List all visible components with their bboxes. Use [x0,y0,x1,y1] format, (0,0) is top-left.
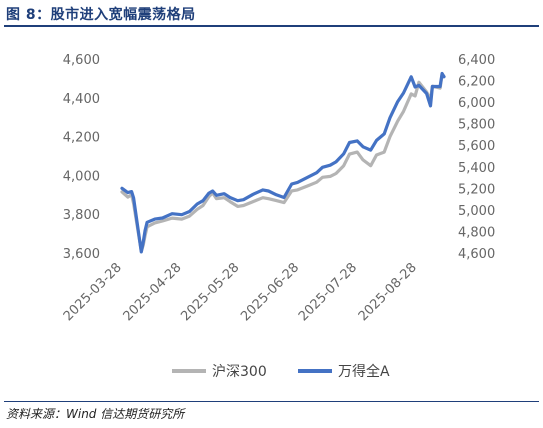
legend: 沪深300 万得全A [172,363,390,380]
series-layer [120,71,446,254]
source-note: 资料来源：Wind 信达期货研究所 [6,407,185,421]
y-left-tick-label: 4,200 [63,131,100,146]
y-right-tick-label: 6,000 [458,96,495,111]
chart: 3,600 3,800 4,000 4,200 4,400 4,600 4,600 4,80… [61,53,495,380]
x-axis: 2025-03-282025-04-282025-05-282025-06-28… [61,260,420,324]
x-tick-label: 2025-05-28 [178,260,242,324]
x-tick-label: 2025-04-28 [121,260,185,324]
x-tick-label: 2025-07-28 [296,260,360,324]
title-rule [4,25,539,27]
y-right-tick-label: 6,400 [458,53,495,68]
y-axis-left: 3,600 3,800 4,000 4,200 4,400 4,600 [63,53,100,262]
legend-label-hs300: 沪深300 [212,364,267,380]
x-tick-label: 2025-03-28 [61,260,125,324]
y-right-tick-label: 4,800 [458,225,495,240]
y-right-tick-label: 5,400 [458,161,495,176]
y-right-tick-label: 5,600 [458,139,495,154]
series-line-wind-a [120,71,446,254]
y-left-tick-label: 4,000 [63,169,100,184]
x-tick-label: 2025-08-28 [356,260,420,324]
y-right-tick-label: 5,800 [458,118,495,133]
y-right-tick-label: 6,200 [458,75,495,90]
y-left-tick-label: 4,600 [63,53,100,68]
y-left-tick-label: 4,400 [63,92,100,107]
y-right-tick-label: 5,200 [458,182,495,197]
y-right-tick-label: 4,600 [458,247,495,262]
y-left-tick-label: 3,800 [63,208,100,223]
figure-title: 图 8：股市进入宽幅震荡格局 [6,7,196,23]
y-right-tick-label: 5,000 [458,204,495,219]
y-axis-right: 4,600 4,800 5,000 5,200 5,400 5,600 5,800 6,000… [458,53,495,262]
footer-rule [4,401,539,402]
legend-label-wind-a: 万得全A [338,363,390,380]
x-tick-label: 2025-06-28 [238,260,302,324]
series-line-hs300 [120,72,446,253]
y-left-tick-label: 3,600 [63,247,100,262]
